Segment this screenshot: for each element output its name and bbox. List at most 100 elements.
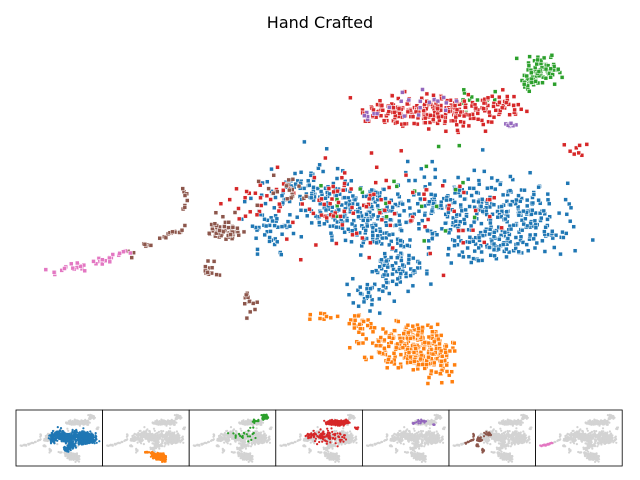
scatter-point bbox=[416, 208, 422, 214]
panel-point bbox=[158, 420, 161, 423]
scatter-point bbox=[417, 260, 422, 266]
scatter-point bbox=[258, 195, 263, 201]
panel-point bbox=[49, 442, 53, 445]
scatter-point bbox=[277, 201, 282, 207]
panel-point bbox=[78, 437, 81, 440]
scatter-point bbox=[360, 332, 366, 337]
panel-point bbox=[259, 436, 262, 439]
scatter-point bbox=[62, 266, 67, 271]
scatter-point bbox=[254, 299, 260, 305]
panel-point bbox=[157, 435, 160, 438]
scatter-point bbox=[444, 197, 449, 203]
scatter-point bbox=[328, 315, 334, 321]
scatter-point bbox=[415, 265, 420, 271]
panel-point bbox=[85, 420, 88, 423]
scatter-point bbox=[382, 208, 388, 213]
scatter-point bbox=[272, 223, 277, 228]
scatter-point bbox=[439, 359, 444, 364]
scatter-point bbox=[287, 187, 292, 193]
panel-point bbox=[138, 439, 141, 442]
scatter-point bbox=[410, 283, 416, 289]
scatter-point bbox=[426, 126, 431, 132]
panel-point bbox=[182, 441, 185, 444]
scatter-point bbox=[532, 218, 538, 224]
panel-point bbox=[77, 421, 80, 424]
scatter-point bbox=[438, 333, 444, 338]
panel-point bbox=[234, 429, 237, 433]
scatter-point bbox=[262, 232, 267, 238]
scatter-point bbox=[276, 208, 282, 214]
scatter-point bbox=[364, 336, 369, 342]
scatter-point bbox=[533, 232, 538, 238]
scatter-point bbox=[489, 119, 495, 125]
scatter-point bbox=[299, 234, 304, 240]
panel-point bbox=[34, 440, 37, 444]
panel-point bbox=[130, 437, 133, 440]
scatter-point bbox=[571, 224, 576, 229]
scatter-point bbox=[487, 214, 493, 219]
panel-point bbox=[131, 434, 134, 438]
scatter-point bbox=[470, 227, 476, 233]
panel-point bbox=[95, 435, 98, 438]
scatter-point bbox=[420, 218, 425, 223]
scatter-point bbox=[521, 81, 527, 87]
scatter-point bbox=[401, 331, 406, 336]
scatter-point bbox=[323, 196, 328, 201]
panel-point bbox=[95, 438, 98, 441]
scatter-point bbox=[299, 201, 305, 207]
scatter-point bbox=[377, 210, 383, 216]
scatter-point bbox=[530, 207, 535, 213]
scatter-point bbox=[387, 291, 392, 296]
scatter-point bbox=[374, 343, 379, 348]
scatter-point bbox=[324, 314, 329, 319]
scatter-point bbox=[394, 282, 399, 287]
panel-point bbox=[268, 438, 271, 441]
scatter-point bbox=[91, 259, 96, 264]
scatter-point bbox=[211, 259, 217, 264]
scatter-point bbox=[461, 113, 467, 119]
panel-point bbox=[109, 444, 113, 447]
scatter-point bbox=[419, 204, 424, 209]
scatter-point bbox=[467, 239, 472, 245]
panel-point bbox=[87, 414, 90, 417]
scatter-point bbox=[390, 263, 395, 268]
panel-point bbox=[161, 422, 164, 425]
scatter-point bbox=[408, 336, 413, 341]
panel-point bbox=[172, 436, 175, 439]
scatter-point bbox=[443, 129, 449, 134]
scatter-point bbox=[432, 360, 437, 366]
scatter-point bbox=[303, 194, 309, 199]
panel-point bbox=[158, 454, 161, 457]
scatter-point bbox=[100, 257, 105, 262]
scatter-point bbox=[305, 178, 311, 184]
scatter-point bbox=[425, 381, 431, 386]
scatter-point bbox=[349, 228, 355, 233]
scatter-point bbox=[275, 189, 280, 194]
panel-point bbox=[91, 438, 94, 442]
scatter-point bbox=[424, 271, 430, 277]
panel-point bbox=[83, 431, 86, 434]
scatter-point bbox=[436, 114, 441, 120]
scatter-point bbox=[250, 223, 255, 229]
scatter-point bbox=[244, 315, 250, 321]
scatter-point bbox=[406, 198, 411, 204]
scatter-point bbox=[234, 186, 239, 192]
scatter-point bbox=[371, 107, 376, 113]
scatter-point bbox=[449, 260, 454, 266]
scatter-point bbox=[536, 184, 541, 190]
panel-point bbox=[88, 436, 91, 439]
scatter-point bbox=[499, 209, 505, 214]
panel-point bbox=[116, 442, 119, 445]
scatter-point bbox=[294, 214, 300, 220]
scatter-point bbox=[339, 202, 344, 208]
panel-point bbox=[66, 427, 69, 430]
panel-point bbox=[90, 432, 93, 435]
scatter-point bbox=[504, 199, 510, 204]
scatter-point bbox=[398, 243, 404, 248]
scatter-point bbox=[455, 128, 460, 133]
scatter-point bbox=[309, 220, 314, 226]
panel-point bbox=[124, 439, 127, 442]
scatter-point bbox=[514, 197, 519, 203]
scatter-point bbox=[327, 201, 333, 206]
scatter-point bbox=[476, 258, 481, 263]
